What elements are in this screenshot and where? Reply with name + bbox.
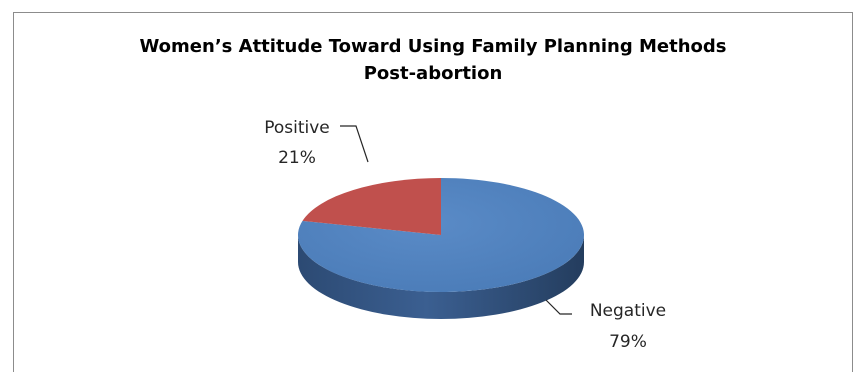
slice-value-negative: 79% <box>609 332 647 352</box>
pie-slice-positive <box>302 178 441 235</box>
chart-title: Women’s Attitude Toward Using Family Pla… <box>0 33 866 87</box>
slice-value-positive: 21% <box>278 148 316 168</box>
slice-label-positive: Positive <box>264 118 330 138</box>
leader-line-negative <box>545 299 572 315</box>
slice-label-negative: Negative <box>590 301 666 321</box>
pie-side-negative <box>298 235 584 319</box>
chart-title-line-1: Women’s Attitude Toward Using Family Pla… <box>139 36 727 57</box>
leader-line-positive <box>340 125 369 163</box>
chart-title-line-2: Post-abortion <box>363 63 503 84</box>
